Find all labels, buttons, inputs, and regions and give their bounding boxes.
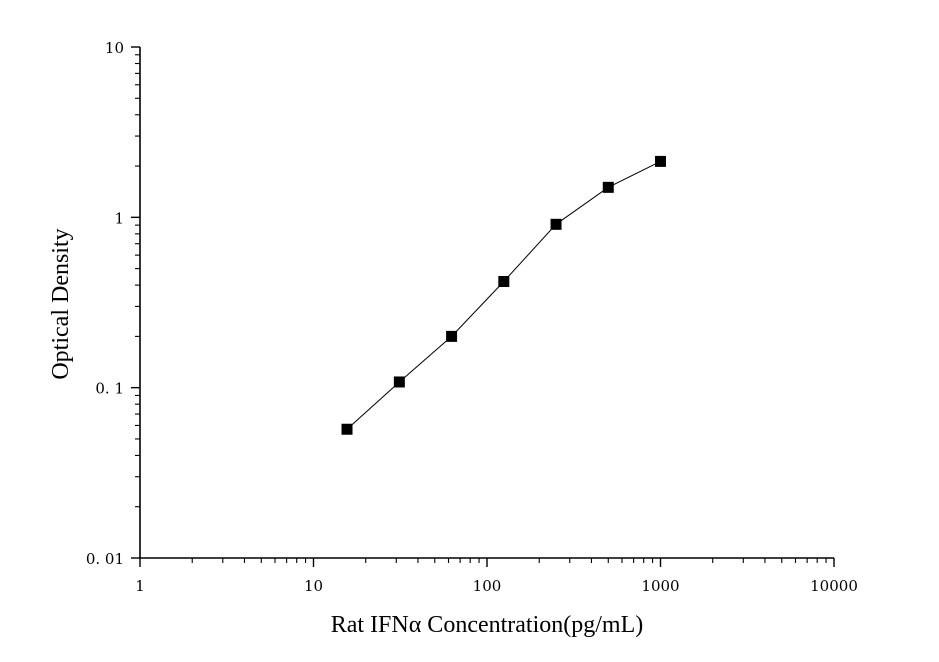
x-tick-label: 10000: [810, 577, 858, 595]
x-axis-title: Rat IFNα Concentration(pg/mL): [331, 612, 644, 638]
x-tick-label: 1: [135, 577, 145, 595]
x-tick-label: 1000: [641, 577, 679, 595]
x-tick-label: 10: [304, 577, 323, 595]
series-line: [346, 160, 661, 430]
y-axis-title: Optical Density: [48, 228, 74, 379]
tick-labels: 1 10 100 1000 10000 0. 01 0. 1 1 10: [86, 39, 858, 595]
y-tick-label: 10: [105, 39, 124, 57]
axes: [139, 47, 834, 559]
y-tick-label: 0. 1: [95, 380, 124, 398]
data-point-marker: [446, 330, 458, 342]
data-series: [341, 155, 666, 435]
data-point-marker: [602, 181, 614, 193]
data-point-marker: [550, 218, 562, 230]
y-tick-label: 1: [114, 209, 124, 227]
ticks: [131, 46, 835, 567]
data-point-marker: [498, 276, 510, 288]
y-tick-label: 0. 01: [86, 550, 124, 568]
data-point-marker: [655, 155, 666, 167]
x-tick-label: 100: [473, 577, 502, 595]
data-point-marker: [393, 376, 405, 388]
data-point-marker: [341, 423, 353, 435]
